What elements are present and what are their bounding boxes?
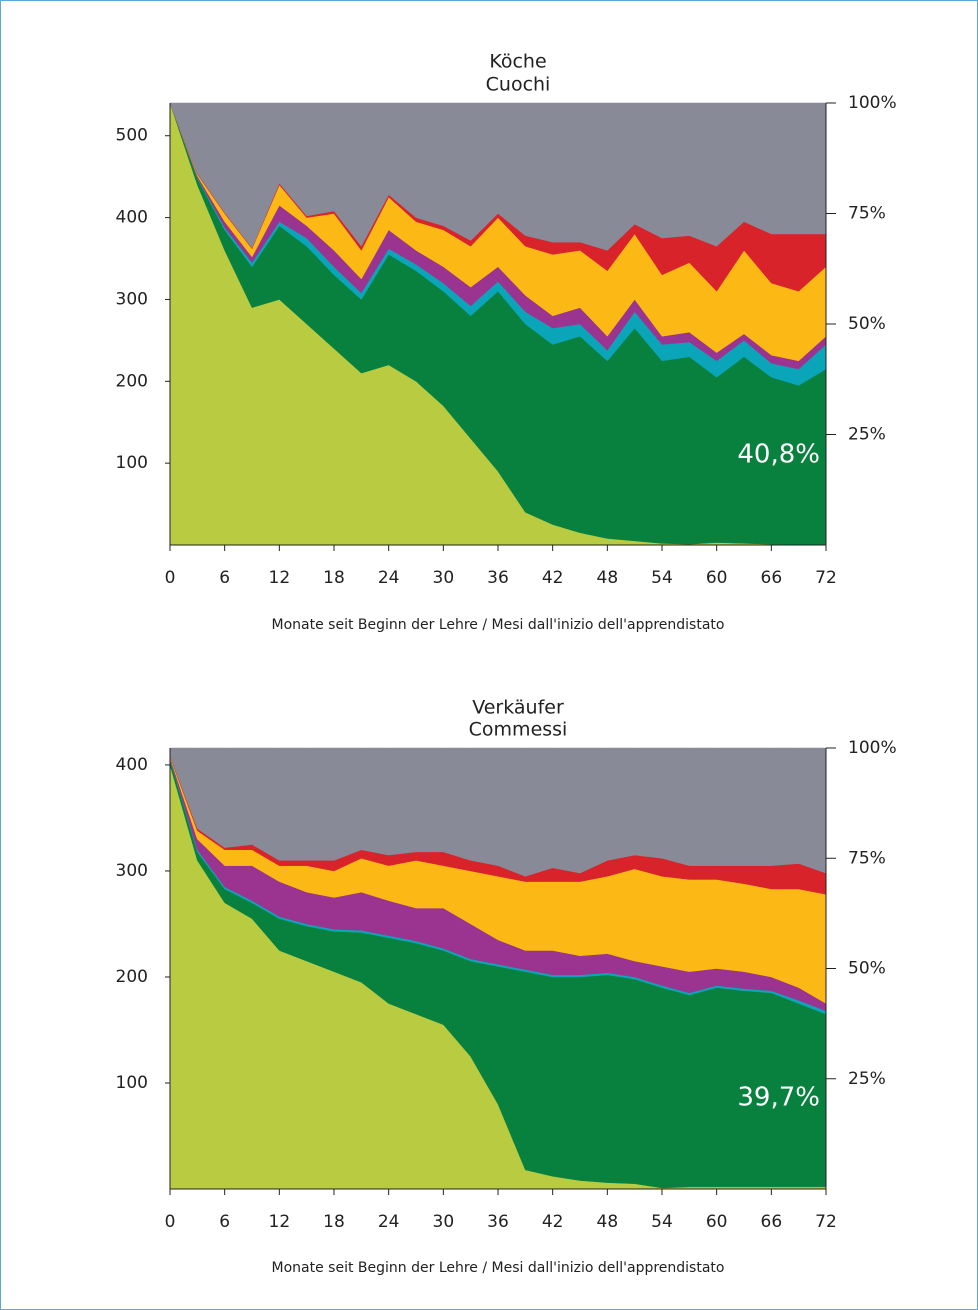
x-tick-label: 0 bbox=[165, 568, 176, 588]
annotation: 40,8% bbox=[737, 440, 820, 470]
x-tick-label: 72 bbox=[815, 568, 837, 588]
y-tick-label: 100 bbox=[116, 453, 148, 473]
x-tick-label: 36 bbox=[487, 568, 509, 588]
y2-tick-label: 25% bbox=[848, 1069, 886, 1089]
chart-subtitle: Cuochi bbox=[486, 74, 551, 96]
y-tick-label: 400 bbox=[116, 755, 148, 775]
x-tick-label: 30 bbox=[433, 1212, 455, 1232]
x-tick-label: 6 bbox=[219, 568, 230, 588]
x-tick-label: 12 bbox=[269, 568, 291, 588]
x-axis-label: Monate seit Beginn der Lehre / Mesi dall… bbox=[272, 1260, 725, 1276]
x-tick-label: 66 bbox=[761, 1212, 783, 1232]
x-axis-label: Monate seit Beginn der Lehre / Mesi dall… bbox=[272, 617, 725, 633]
x-tick-label: 72 bbox=[815, 1212, 837, 1232]
chart-title: Verkäufer bbox=[472, 697, 564, 719]
chart-title: Köche bbox=[489, 51, 546, 73]
x-tick-label: 24 bbox=[378, 568, 400, 588]
x-tick-label: 54 bbox=[651, 1212, 673, 1232]
chart-subtitle: Commessi bbox=[469, 719, 568, 741]
y2-tick-label: 50% bbox=[848, 314, 886, 334]
y2-tick-label: 75% bbox=[848, 204, 886, 224]
x-tick-label: 30 bbox=[433, 568, 455, 588]
x-tick-label: 0 bbox=[165, 1212, 176, 1232]
y-tick-label: 300 bbox=[116, 861, 148, 881]
y-tick-label: 300 bbox=[116, 289, 148, 309]
y-tick-label: 200 bbox=[116, 967, 148, 987]
x-tick-label: 60 bbox=[706, 568, 728, 588]
y-tick-label: 200 bbox=[116, 371, 148, 391]
y2-tick-label: 100% bbox=[848, 93, 897, 113]
x-tick-label: 24 bbox=[378, 1212, 400, 1232]
y-tick-label: 100 bbox=[116, 1073, 148, 1093]
x-tick-label: 36 bbox=[487, 1212, 509, 1232]
x-tick-label: 18 bbox=[323, 568, 345, 588]
x-tick-label: 48 bbox=[597, 1212, 619, 1232]
y-tick-label: 400 bbox=[116, 208, 148, 228]
x-tick-label: 42 bbox=[542, 568, 564, 588]
x-tick-label: 6 bbox=[219, 1212, 230, 1232]
x-tick-label: 18 bbox=[323, 1212, 345, 1232]
x-tick-label: 66 bbox=[761, 568, 783, 588]
y2-tick-label: 75% bbox=[848, 848, 886, 868]
x-tick-label: 42 bbox=[542, 1212, 564, 1232]
y2-tick-label: 100% bbox=[848, 738, 897, 758]
annotation: 39,7% bbox=[737, 1083, 820, 1113]
y-tick-label: 500 bbox=[116, 126, 148, 146]
x-tick-label: 48 bbox=[597, 568, 619, 588]
x-tick-label: 12 bbox=[269, 1212, 291, 1232]
y2-tick-label: 25% bbox=[848, 425, 886, 445]
x-tick-label: 54 bbox=[651, 568, 673, 588]
x-tick-label: 60 bbox=[706, 1212, 728, 1232]
y2-tick-label: 50% bbox=[848, 959, 886, 979]
